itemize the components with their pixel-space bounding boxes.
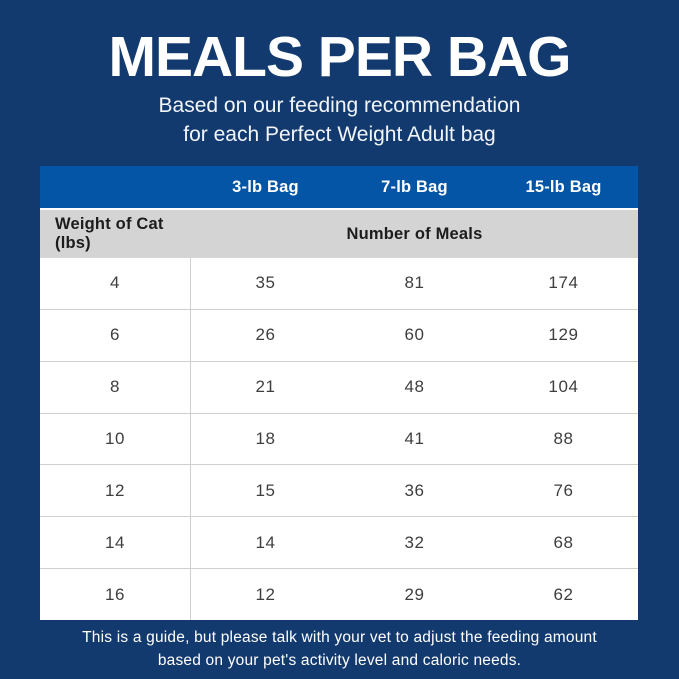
weight-cell: 10 [40, 413, 191, 465]
meals-3lb-cell: 15 [255, 480, 276, 500]
weight-cell: 6 [40, 309, 191, 361]
table-row: 10 18 41 88 [40, 412, 638, 465]
weight-cell: 4 [40, 258, 191, 309]
weight-cell: 8 [40, 361, 191, 413]
table-row: 8 21 48 104 [40, 360, 638, 413]
weight-cell: 12 [40, 465, 191, 517]
table-subheader-row: Weight of Cat (lbs) Number of Meals [40, 210, 638, 258]
table-row: 4 35 81 174 [40, 258, 638, 309]
number-of-meals-label: Number of Meals [346, 224, 483, 243]
table-header-row: 3-lb Bag 7-lb Bag 15-lb Bag [40, 166, 638, 210]
meals-7lb-cell: 36 [404, 480, 425, 500]
subtitle-line-1: Based on our feeding recommendation [158, 94, 521, 117]
page-title: MEALS PER BAG [108, 25, 571, 89]
meals-7lb-cell: 32 [404, 532, 425, 552]
weight-cell: 14 [40, 517, 191, 569]
meals-7lb-cell: 60 [404, 325, 425, 345]
table-row: 6 26 60 129 [40, 308, 638, 361]
meals-3lb-cell: 26 [255, 325, 276, 345]
header-cell-15lb-bag: 15-lb Bag [525, 177, 602, 196]
meals-15lb-cell: 76 [553, 480, 574, 500]
meals-3lb-cell: 18 [255, 429, 276, 448]
meals-3lb-cell: 14 [255, 532, 276, 552]
meals-3lb-cell: 21 [255, 377, 276, 397]
weight-cell: 16 [40, 569, 191, 621]
meals-15lb-cell: 88 [553, 429, 574, 448]
meals-15lb-cell: 129 [548, 325, 579, 345]
meals-7lb-cell: 48 [404, 377, 425, 397]
meals-15lb-cell: 62 [553, 584, 574, 604]
meals-7lb-cell: 81 [404, 273, 425, 293]
footnote-line-1: This is a guide, but please talk with yo… [82, 629, 597, 646]
meals-7lb-cell: 29 [404, 584, 425, 604]
table-row: 14 14 32 68 [40, 516, 638, 569]
subtitle-line-2: for each Perfect Weight Adult bag [183, 123, 496, 146]
page-subtitle: Based on our feeding recommendation for … [0, 91, 679, 149]
meals-15lb-cell: 104 [548, 377, 579, 397]
table-body: 4 35 81 174 6 26 60 129 8 21 48 104 10 1… [40, 258, 638, 621]
weight-of-cat-label: Weight of Cat (lbs) [55, 215, 164, 252]
header-cell-3lb-bag: 3-lb Bag [232, 177, 299, 196]
footnote: This is a guide, but please talk with yo… [0, 626, 679, 672]
meals-table: 3-lb Bag 7-lb Bag 15-lb Bag Weight of Ca… [40, 166, 638, 621]
meals-3lb-cell: 12 [255, 584, 276, 604]
meals-7lb-cell: 41 [404, 429, 425, 448]
table-row: 16 12 29 62 [40, 568, 638, 621]
meals-15lb-cell: 174 [548, 273, 579, 293]
header-cell-7lb-bag: 7-lb Bag [381, 177, 448, 196]
meals-3lb-cell: 35 [255, 273, 276, 293]
footnote-line-2: based on your pet's activity level and c… [157, 652, 522, 669]
table-row: 12 15 36 76 [40, 464, 638, 517]
meals-15lb-cell: 68 [553, 532, 574, 552]
